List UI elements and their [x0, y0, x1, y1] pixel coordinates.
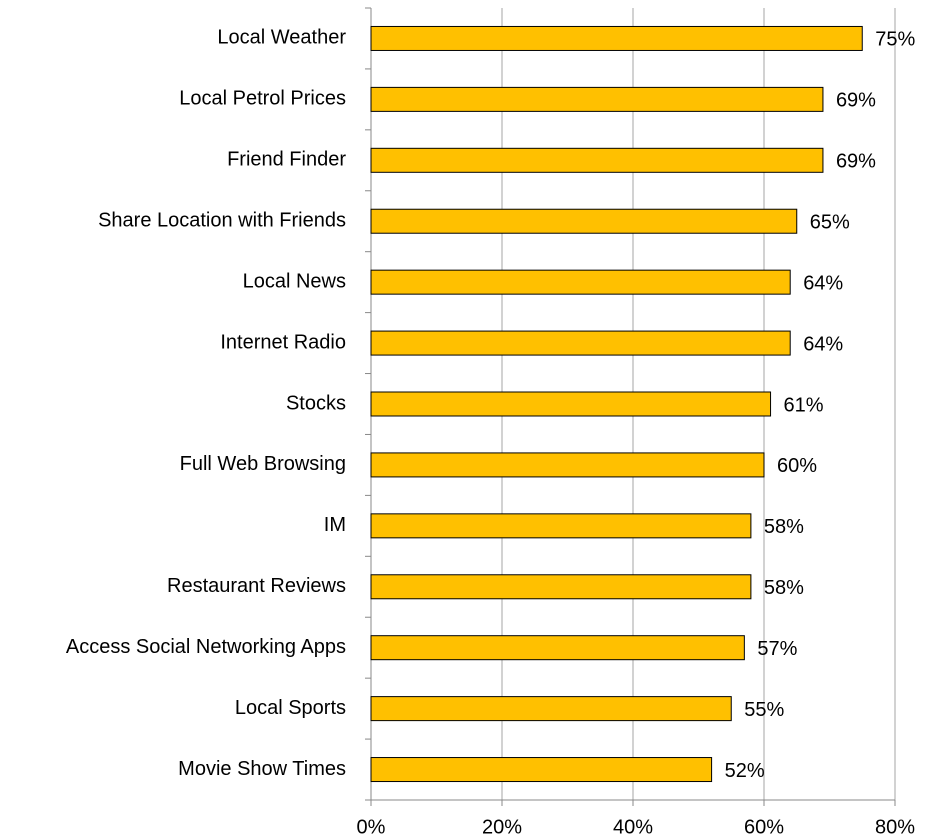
value-label: 65%: [810, 212, 850, 234]
x-tick-label: 40%: [613, 816, 653, 838]
value-label: 69%: [836, 90, 876, 112]
value-label: 69%: [836, 151, 876, 173]
y-tick-label: IM: [324, 514, 346, 536]
y-tick-label: Friend Finder: [227, 149, 346, 171]
value-label: 58%: [764, 577, 804, 599]
y-tick-label: Access Social Networking Apps: [66, 636, 346, 658]
x-tick-label: 60%: [744, 816, 784, 838]
y-tick-label: Stocks: [286, 392, 346, 414]
value-label: 58%: [764, 516, 804, 538]
y-tick-label: Restaurant Reviews: [167, 575, 346, 597]
value-label: 61%: [784, 394, 824, 416]
value-label: 64%: [803, 272, 843, 294]
bar: [370, 391, 772, 417]
y-tick-label: Full Web Browsing: [180, 453, 346, 475]
bar: [370, 208, 798, 234]
bar: [370, 147, 824, 173]
bar: [370, 269, 791, 295]
x-tick-label: 80%: [875, 816, 915, 838]
value-label: 75%: [875, 29, 915, 51]
x-tick-label: 20%: [482, 816, 522, 838]
x-tick-label: 0%: [357, 816, 386, 838]
bar: [370, 452, 765, 478]
value-label: 64%: [803, 333, 843, 355]
value-label: 52%: [725, 760, 765, 782]
y-tick-label: Local News: [243, 270, 346, 292]
y-tick-label: Local Petrol Prices: [179, 88, 346, 110]
bar: [370, 86, 824, 112]
y-tick-label: Movie Show Times: [178, 758, 346, 780]
value-label: 60%: [777, 455, 817, 477]
bar: [370, 25, 863, 51]
y-tick-label: Internet Radio: [220, 331, 346, 353]
bar: [370, 513, 752, 539]
bar: [370, 757, 713, 783]
y-tick-label: Share Location with Friends: [98, 210, 346, 232]
bar: [370, 574, 752, 600]
bar: [370, 330, 791, 356]
bar: [370, 696, 732, 722]
value-label: 55%: [744, 699, 784, 721]
y-tick-label: Local Sports: [235, 697, 346, 719]
value-label: 57%: [757, 638, 797, 660]
bar: [370, 635, 745, 661]
y-tick-label: Local Weather: [217, 27, 346, 49]
